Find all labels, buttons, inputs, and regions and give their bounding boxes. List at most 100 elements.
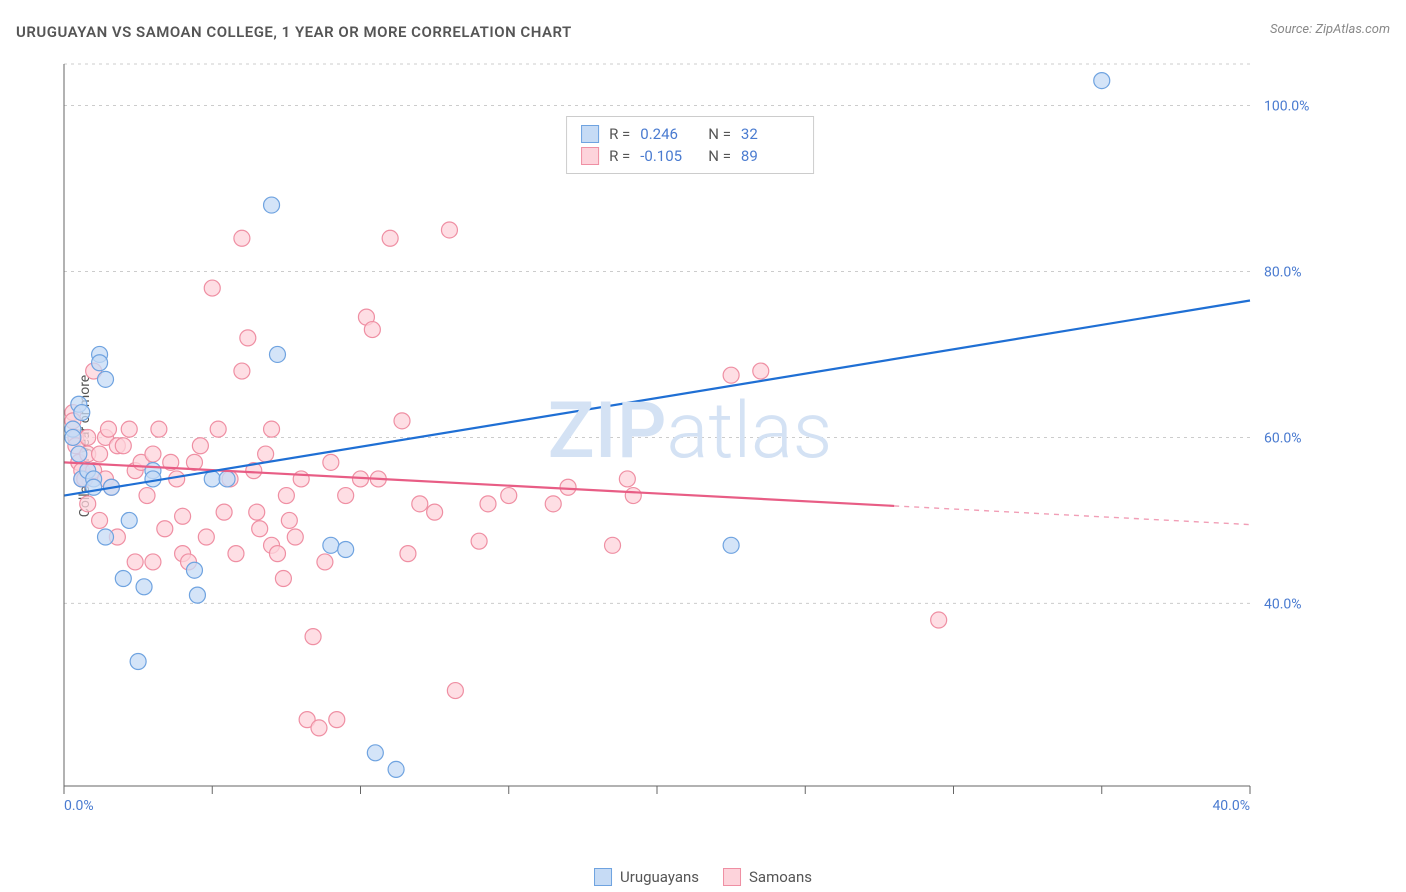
point-samoans xyxy=(560,479,576,495)
point-samoans xyxy=(139,488,155,504)
point-samoans xyxy=(192,438,208,454)
y-tick-label: 60.0% xyxy=(1264,430,1302,446)
x-tick-label: 40.0% xyxy=(1212,798,1250,814)
point-samoans xyxy=(269,546,285,562)
point-samoans xyxy=(145,446,161,462)
legend-row-uruguayans: R = 0.246 N = 32 xyxy=(581,123,799,145)
point-samoans xyxy=(394,413,410,429)
point-samoans xyxy=(281,512,297,528)
chart-title: URUGUAYAN VS SAMOAN COLLEGE, 1 YEAR OR M… xyxy=(16,23,572,41)
point-samoans xyxy=(234,363,250,379)
n-value-samoans: 89 xyxy=(741,147,799,165)
x-tick-label: 0.0% xyxy=(64,798,94,814)
point-samoans xyxy=(293,471,309,487)
swatch-samoans xyxy=(723,868,741,886)
point-uruguayans xyxy=(86,479,102,495)
point-uruguayans xyxy=(269,346,285,362)
point-uruguayans xyxy=(74,405,90,421)
point-samoans xyxy=(471,533,487,549)
point-samoans xyxy=(240,330,256,346)
point-samoans xyxy=(278,488,294,504)
point-uruguayans xyxy=(136,579,152,595)
source-credit: Source: ZipAtlas.com xyxy=(1270,22,1390,37)
point-samoans xyxy=(619,471,635,487)
point-samoans xyxy=(317,554,333,570)
point-uruguayans xyxy=(189,587,205,603)
point-samoans xyxy=(338,488,354,504)
swatch-uruguayans xyxy=(581,125,599,143)
correlation-legend: R = 0.246 N = 32 R = -0.105 N = 89 xyxy=(566,116,814,174)
point-samoans xyxy=(258,446,274,462)
point-samoans xyxy=(287,529,303,545)
point-samoans xyxy=(441,222,457,238)
point-samoans xyxy=(545,496,561,512)
point-samoans xyxy=(204,280,220,296)
point-samoans xyxy=(931,612,947,628)
point-uruguayans xyxy=(1094,73,1110,89)
point-samoans xyxy=(305,629,321,645)
point-uruguayans xyxy=(121,512,137,528)
legend-item-uruguayans: Uruguayans xyxy=(594,868,699,886)
point-uruguayans xyxy=(65,429,81,445)
point-samoans xyxy=(412,496,428,512)
point-samoans xyxy=(364,322,380,338)
point-uruguayans xyxy=(71,446,87,462)
point-samoans xyxy=(382,230,398,246)
point-uruguayans xyxy=(264,197,280,213)
point-samoans xyxy=(427,504,443,520)
point-samoans xyxy=(501,488,517,504)
point-uruguayans xyxy=(323,537,339,553)
point-samoans xyxy=(323,454,339,470)
point-samoans xyxy=(210,421,226,437)
y-tick-label: 100.0% xyxy=(1264,98,1309,114)
swatch-samoans xyxy=(581,147,599,165)
point-samoans xyxy=(216,504,232,520)
point-samoans xyxy=(252,521,268,537)
point-uruguayans xyxy=(338,541,354,557)
point-uruguayans xyxy=(723,537,739,553)
point-samoans xyxy=(480,496,496,512)
point-samoans xyxy=(447,683,463,699)
y-tick-label: 80.0% xyxy=(1264,264,1302,280)
point-uruguayans xyxy=(92,355,108,371)
point-samoans xyxy=(264,421,280,437)
point-samoans xyxy=(127,554,143,570)
point-samoans xyxy=(625,488,641,504)
trend-samoans xyxy=(64,462,894,506)
point-samoans xyxy=(400,546,416,562)
swatch-uruguayans xyxy=(594,868,612,886)
trend-uruguayans xyxy=(64,301,1250,496)
point-uruguayans xyxy=(115,571,131,587)
r-value-uruguayans: 0.246 xyxy=(640,125,698,143)
point-samoans xyxy=(100,421,116,437)
legend-item-samoans: Samoans xyxy=(723,868,812,886)
trend-samoans-extrapolated xyxy=(894,506,1250,525)
legend-row-samoans: R = -0.105 N = 89 xyxy=(581,145,799,167)
point-samoans xyxy=(145,554,161,570)
n-value-uruguayans: 32 xyxy=(741,125,799,143)
point-samoans xyxy=(80,496,96,512)
series-legend: Uruguayans Samoans xyxy=(594,868,812,886)
point-samoans xyxy=(329,712,345,728)
point-uruguayans xyxy=(204,471,220,487)
point-samoans xyxy=(121,421,137,437)
point-samoans xyxy=(80,429,96,445)
point-samoans xyxy=(151,421,167,437)
point-uruguayans xyxy=(219,471,235,487)
point-samoans xyxy=(157,521,173,537)
point-samoans xyxy=(753,363,769,379)
point-samoans xyxy=(175,508,191,524)
point-samoans xyxy=(92,512,108,528)
scatter-plot: ZIPatlas 40.0%60.0%80.0%100.0%0.0%40.0% … xyxy=(60,56,1320,816)
point-uruguayans xyxy=(186,562,202,578)
point-samoans xyxy=(234,230,250,246)
point-samoans xyxy=(228,546,244,562)
point-uruguayans xyxy=(98,371,114,387)
point-samoans xyxy=(92,446,108,462)
point-uruguayans xyxy=(130,654,146,670)
point-uruguayans xyxy=(98,529,114,545)
point-samoans xyxy=(275,571,291,587)
point-samoans xyxy=(249,504,265,520)
point-samoans xyxy=(311,720,327,736)
point-samoans xyxy=(723,367,739,383)
